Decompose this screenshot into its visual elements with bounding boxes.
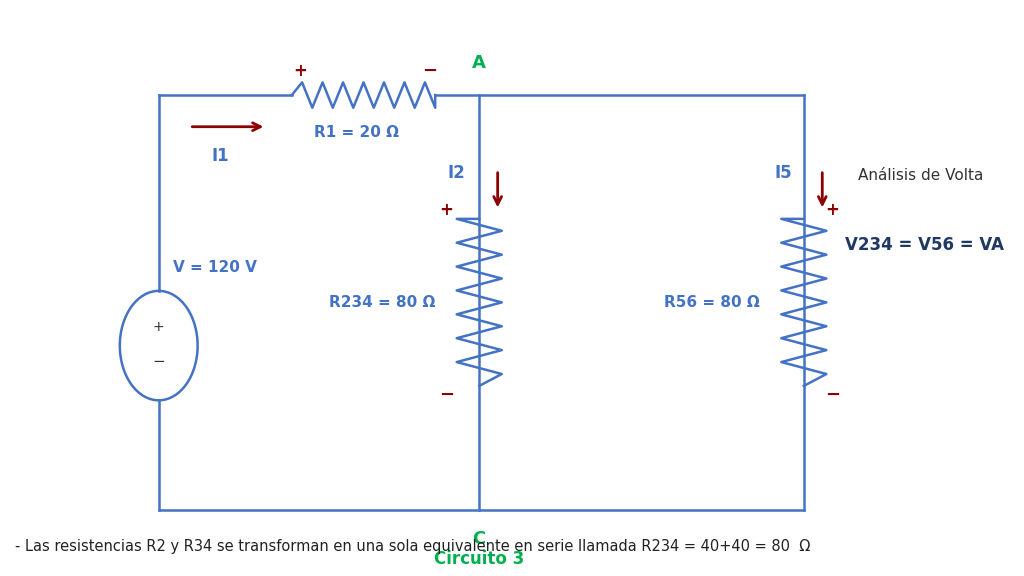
Text: I2: I2 (447, 164, 466, 182)
Text: I1: I1 (211, 146, 229, 165)
Text: R1 = 20 Ω: R1 = 20 Ω (313, 125, 399, 140)
Text: −: − (423, 62, 437, 80)
Text: +: + (293, 62, 307, 80)
Text: −: − (153, 354, 165, 369)
Text: R234 = 80 Ω: R234 = 80 Ω (329, 295, 435, 310)
Text: +: + (439, 201, 454, 219)
Text: Circuito 3: Circuito 3 (434, 550, 524, 568)
Text: −: − (825, 385, 840, 404)
Text: −: − (439, 385, 454, 404)
Text: +: + (825, 201, 840, 219)
Text: +: + (153, 320, 165, 334)
Text: A: A (472, 54, 486, 73)
Text: V234 = V56 = VA: V234 = V56 = VA (845, 236, 1004, 254)
Text: C: C (473, 529, 485, 548)
Text: R56 = 80 Ω: R56 = 80 Ω (664, 295, 760, 310)
Text: - Las resistencias R2 y R34 se transforman en una sola equivalente en serie llam: - Las resistencias R2 y R34 se transform… (15, 539, 811, 554)
Text: Análisis de Volta: Análisis de Volta (858, 168, 983, 183)
Text: I5: I5 (774, 164, 793, 182)
Text: V = 120 V: V = 120 V (173, 260, 257, 275)
